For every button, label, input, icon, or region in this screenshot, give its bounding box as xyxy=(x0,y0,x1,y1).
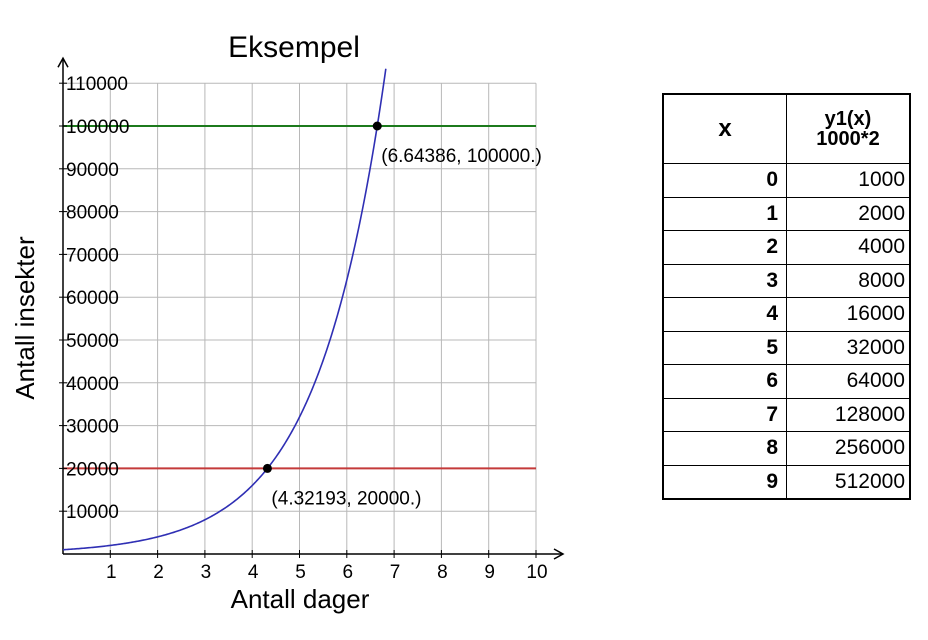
cell-x: 8 xyxy=(662,431,787,466)
cell-y: 256000 xyxy=(786,431,911,466)
cell-x: 6 xyxy=(662,364,787,399)
intersection-point xyxy=(372,121,382,131)
x-tick-label: 5 xyxy=(295,562,306,583)
table-row: 3 8000 xyxy=(662,263,911,298)
curve-layer xyxy=(62,68,387,551)
x-tick-label: 9 xyxy=(484,562,495,583)
x-tick-label: 1 xyxy=(106,562,117,583)
tick-labels: 1 2 3 4 5 6 7 8 9 10 10000 20000 30000 40000 50000 6000… xyxy=(66,74,548,583)
cell-y: 16000 xyxy=(786,297,911,332)
y-tick-label: 70000 xyxy=(66,245,119,266)
intersection-point xyxy=(262,463,272,473)
cell-x: 7 xyxy=(662,397,787,432)
chart-title: Eksempel xyxy=(228,31,360,64)
table-row: 6 64000 xyxy=(662,364,911,399)
cell-x: 1 xyxy=(662,196,787,231)
x-axis-title: Antall dager xyxy=(231,584,370,614)
x-tick-label: 4 xyxy=(248,562,259,583)
y-axis-arrow xyxy=(57,56,69,68)
y-axis-title: Antall insekter xyxy=(10,236,40,400)
table-body: 0 1000 1 2000 2 4000 3 8000 4 16000 5 32000 6 64000 7 1… xyxy=(662,163,911,500)
table-row: 5 32000 xyxy=(662,330,911,365)
y-tick-label: 40000 xyxy=(66,374,119,395)
cell-x: 9 xyxy=(662,464,787,500)
y-tick-label: 80000 xyxy=(66,203,119,224)
horizontal-lines xyxy=(63,125,536,470)
cell-y: 1000 xyxy=(786,163,911,198)
table-row: 1 2000 xyxy=(662,196,911,231)
x-axis-arrow xyxy=(553,548,565,560)
value-table: x y1(x) 1000*2 0 1000 1 2000 2 4000 3 8000 4 1600… xyxy=(662,93,911,500)
chart: (6.64386, 100000.) (4.32193, 20000.) 1 2 3 4… xyxy=(10,31,565,614)
point-label: (4.32193, 20000.) xyxy=(271,488,421,509)
table-row: 8 256000 xyxy=(662,431,911,466)
header-x: x xyxy=(662,93,787,164)
x-tick-label: 8 xyxy=(437,562,448,583)
y-tick-label: 50000 xyxy=(66,331,119,352)
y-tick-label: 90000 xyxy=(66,160,119,181)
table-row: 2 4000 xyxy=(662,230,911,265)
y-tick-label: 110000 xyxy=(66,74,128,95)
y-tick-label: 100000 xyxy=(66,117,129,138)
exponential-curve xyxy=(62,68,387,551)
x-tick-label: 10 xyxy=(526,562,547,583)
table-row: 7 128000 xyxy=(662,397,911,432)
y-tick-label: 60000 xyxy=(66,288,119,309)
y-tick-label: 30000 xyxy=(66,417,119,438)
table-row: 9 512000 xyxy=(662,464,911,500)
table-row: 4 16000 xyxy=(662,297,911,332)
header-y-line1: y1(x) xyxy=(824,108,872,130)
table-header-row: x y1(x) 1000*2 xyxy=(662,93,911,164)
x-tick-label: 3 xyxy=(201,562,212,583)
cell-y: 128000 xyxy=(786,397,911,432)
cell-y: 32000 xyxy=(786,330,911,365)
axes xyxy=(57,56,565,560)
cell-x: 5 xyxy=(662,330,787,365)
y-tick-label: 10000 xyxy=(66,502,119,523)
x-tick-label: 7 xyxy=(390,562,401,583)
point-label: (6.64386, 100000.) xyxy=(381,146,542,167)
cell-x: 4 xyxy=(662,297,787,332)
cell-x: 0 xyxy=(662,163,787,198)
cell-x: 3 xyxy=(662,263,787,298)
x-tick-label: 2 xyxy=(153,562,164,583)
cell-x: 2 xyxy=(662,230,787,265)
table-row: 0 1000 xyxy=(662,163,911,198)
y-tick-label: 20000 xyxy=(66,459,119,480)
header-y-line2: 1000*2 xyxy=(816,128,880,150)
cell-y: 512000 xyxy=(786,464,911,500)
cell-y: 4000 xyxy=(786,230,911,265)
header-y: y1(x) 1000*2 xyxy=(786,93,911,164)
cell-y: 2000 xyxy=(786,196,911,231)
points: (6.64386, 100000.) (4.32193, 20000.) xyxy=(262,121,542,509)
cell-y: 64000 xyxy=(786,364,911,399)
x-tick-label: 6 xyxy=(343,562,354,583)
cell-y: 8000 xyxy=(786,263,911,298)
